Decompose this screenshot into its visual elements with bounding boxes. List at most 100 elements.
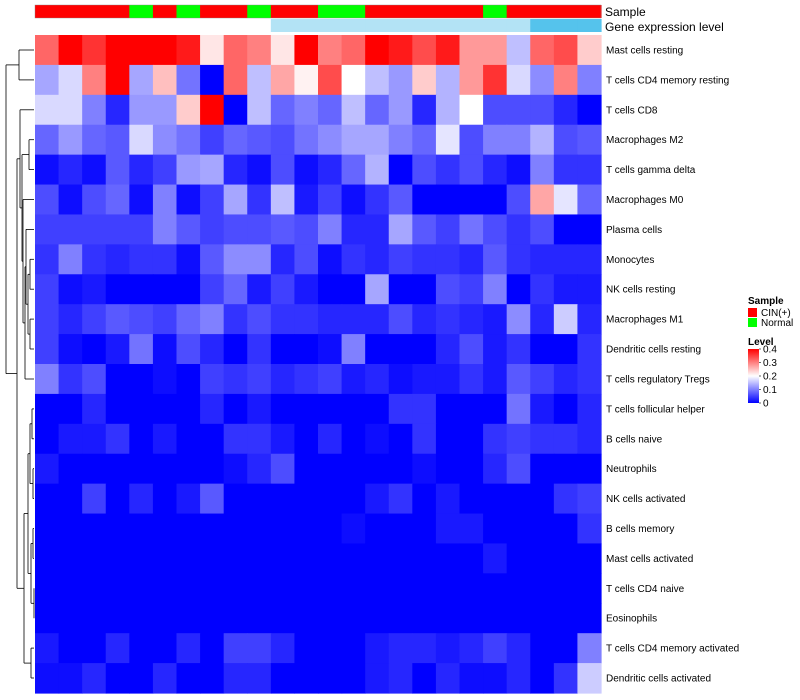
row-label: T cells CD4 naive (606, 584, 685, 595)
heatmap-cell (435, 453, 461, 485)
heatmap-cell (553, 633, 579, 664)
heatmap-cell (105, 184, 130, 216)
heatmap-cell (506, 543, 531, 574)
heatmap-cell (58, 244, 83, 275)
heatmap-cell (105, 274, 130, 305)
heatmap-cell (435, 393, 461, 425)
heatmap-cell (223, 244, 248, 275)
heatmap-cell (577, 124, 602, 156)
heatmap-cell (105, 663, 130, 694)
heatmap-cell (577, 393, 602, 425)
heatmap-cell (412, 124, 437, 156)
heatmap-cell (318, 364, 343, 395)
heatmap-cell (105, 423, 130, 455)
heatmap-cell (318, 393, 343, 425)
heatmap-cell (577, 364, 602, 395)
sample-annotation-cell (82, 5, 107, 18)
heatmap-cell (553, 483, 579, 515)
heatmap-cell (223, 214, 248, 245)
expression-annotation-cell (270, 19, 296, 32)
heatmap-cell (577, 483, 602, 515)
heatmap-cell (176, 64, 201, 96)
heatmap-cell (341, 513, 366, 545)
heatmap-cell (35, 35, 60, 66)
heatmap-cell (577, 543, 602, 574)
heatmap-cell (388, 603, 413, 634)
legend-entry-label: CIN(+) (761, 308, 791, 319)
heatmap-cell (270, 513, 296, 545)
heatmap-cell (223, 124, 248, 156)
heatmap-cell (365, 663, 390, 694)
heatmap-cell (506, 244, 531, 275)
heatmap-cell (553, 94, 579, 126)
heatmap-cell (553, 35, 579, 66)
heatmap-cell (412, 184, 437, 216)
heatmap-cell (506, 274, 531, 305)
sample-annotation-cell (553, 5, 579, 18)
heatmap-cell (223, 423, 248, 455)
heatmap-cell (294, 513, 319, 545)
heatmap-cell (176, 543, 201, 574)
heatmap-cell (82, 423, 107, 455)
heatmap-cell (365, 483, 390, 515)
heatmap-cell (530, 393, 555, 425)
heatmap-cell (200, 603, 225, 634)
heatmap-cell (506, 94, 531, 126)
heatmap-cell (459, 214, 484, 245)
heatmap-cell (506, 663, 531, 694)
heatmap-cell (223, 334, 248, 365)
heatmap-cell (58, 154, 83, 186)
heatmap-cell (412, 543, 437, 574)
heatmap-cell (152, 633, 178, 664)
heatmap-cell (35, 513, 60, 545)
heatmap-cell (577, 274, 602, 305)
heatmap-cell (412, 94, 437, 126)
row-label: Monocytes (606, 255, 654, 266)
heatmap-cell (105, 483, 130, 515)
heatmap-cell (129, 94, 154, 126)
heatmap-cell (318, 94, 343, 126)
heatmap-cell (412, 334, 437, 365)
heatmap-cell (530, 64, 555, 96)
heatmap-cell (58, 423, 83, 455)
heatmap-cell (435, 423, 461, 455)
heatmap-cell (247, 633, 272, 664)
heatmap-cell (176, 513, 201, 545)
row-label: Plasma cells (606, 225, 662, 236)
heatmap-cell (483, 543, 508, 574)
row-label: T cells follicular helper (606, 404, 705, 415)
heatmap-cell (483, 364, 508, 395)
heatmap-cell (270, 35, 296, 66)
heatmap-cell (341, 184, 366, 216)
heatmap-cell (412, 633, 437, 664)
heatmap-cell (270, 124, 296, 156)
legend-tick-label: 0 (763, 399, 769, 410)
heatmap-cell (553, 573, 579, 604)
heatmap-cell (152, 274, 178, 305)
heatmap-cell (483, 393, 508, 425)
heatmap-cell (58, 334, 83, 365)
heatmap-cell (152, 64, 178, 96)
heatmap-cell (223, 304, 248, 335)
heatmap-cell (152, 154, 178, 186)
row-label: T cells regulatory Tregs (606, 375, 710, 386)
heatmap-cell (200, 483, 225, 515)
heatmap-cell (200, 453, 225, 485)
heatmap-cell (341, 334, 366, 365)
heatmap-cell (341, 603, 366, 634)
heatmap-cell (553, 423, 579, 455)
expression-annotation-cell (435, 19, 461, 32)
heatmap-cell (435, 483, 461, 515)
heatmap-cell (270, 244, 296, 275)
heatmap-cell (105, 453, 130, 485)
heatmap-cell (459, 184, 484, 216)
heatmap-cell (247, 573, 272, 604)
heatmap-cell (483, 513, 508, 545)
heatmap-cell (412, 364, 437, 395)
heatmap-cell (223, 94, 248, 126)
heatmap-cell (435, 364, 461, 395)
heatmap-cell (483, 423, 508, 455)
heatmap-cell (341, 274, 366, 305)
heatmap-cell (200, 543, 225, 574)
heatmap-cell (388, 184, 413, 216)
